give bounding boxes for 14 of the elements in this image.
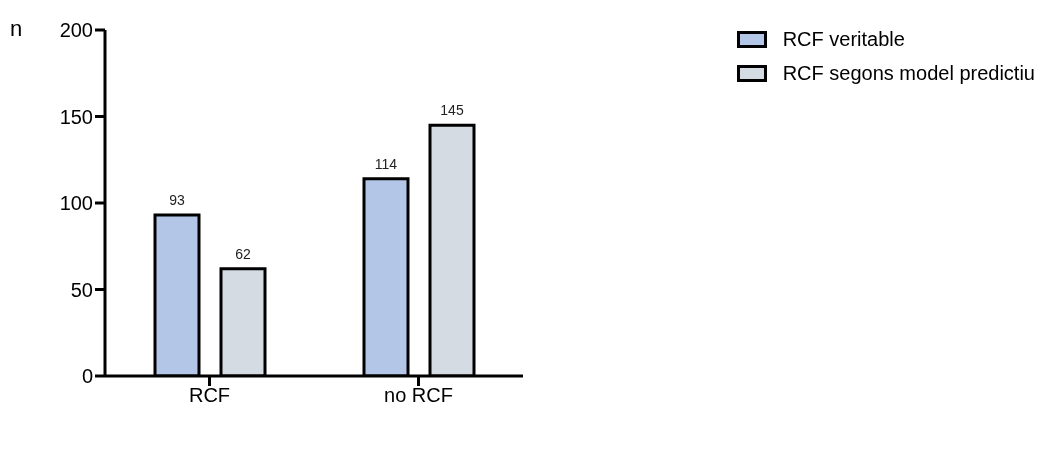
y-tick-label: 200 (59, 19, 93, 42)
x-tick-label: no RCF (384, 384, 453, 407)
x-tick-label: RCF (188, 384, 231, 407)
y-axis-title: n (10, 16, 23, 42)
y-tick-label: 150 (59, 105, 93, 128)
data-label: 114 (374, 155, 398, 172)
y-tick-label: 0 (81, 365, 93, 388)
data-label: 93 (169, 192, 185, 209)
data-label: 145 (440, 102, 464, 119)
y-tick-label: 100 (59, 192, 93, 215)
data-label: 62 (235, 245, 251, 262)
y-tick-label: 50 (70, 278, 93, 301)
legend-label: RCF veritable (782, 27, 905, 52)
legend-label: RCF segons model predictiu (782, 61, 1035, 86)
